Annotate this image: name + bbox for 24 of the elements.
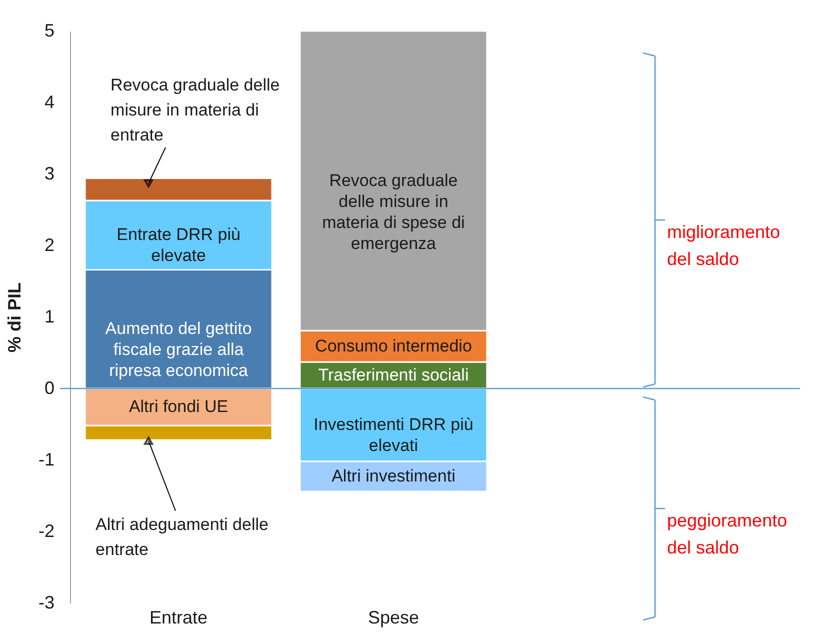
series-label: Trasferimenti sociali <box>318 365 469 384</box>
y-tick-label: 3 <box>44 164 54 184</box>
y-tick-label: 1 <box>44 306 54 326</box>
series-label: Aumento del gettito fiscale grazie alla ripresa economica <box>105 319 252 380</box>
y-tick-label: -2 <box>38 521 54 541</box>
y-tick-label: 4 <box>44 92 54 112</box>
text: miglioramento del saldo <box>667 222 780 269</box>
x-tick-label: Spese <box>368 608 419 628</box>
series-label: Altri fondi UE <box>128 397 228 416</box>
y-tick-label: 5 <box>44 20 54 40</box>
y-tick-label: 0 <box>44 378 54 398</box>
x-tick-label: Entrate <box>150 608 208 628</box>
y-tick-label: -1 <box>38 450 54 470</box>
series-label: Entrate DRR più elevate <box>116 225 240 266</box>
series-label: Consumo intermedio <box>315 336 472 356</box>
text: Altri adeguamenti delle entrate <box>96 514 268 559</box>
series-label: Revoca graduale delle misure in materia di entrate <box>110 75 280 144</box>
series-label: Revoca graduale delle misure in materia di spese di emergenza <box>322 170 465 253</box>
text: peggioramento del saldo <box>667 510 788 558</box>
y-tick-label: -3 <box>38 592 54 612</box>
y-axis-title: % di PIL <box>4 282 24 353</box>
series-label: Altri investimenti <box>332 466 456 486</box>
y-tick-label: 2 <box>44 235 54 255</box>
series-label: Investimenti DRR più elevati <box>314 414 474 455</box>
